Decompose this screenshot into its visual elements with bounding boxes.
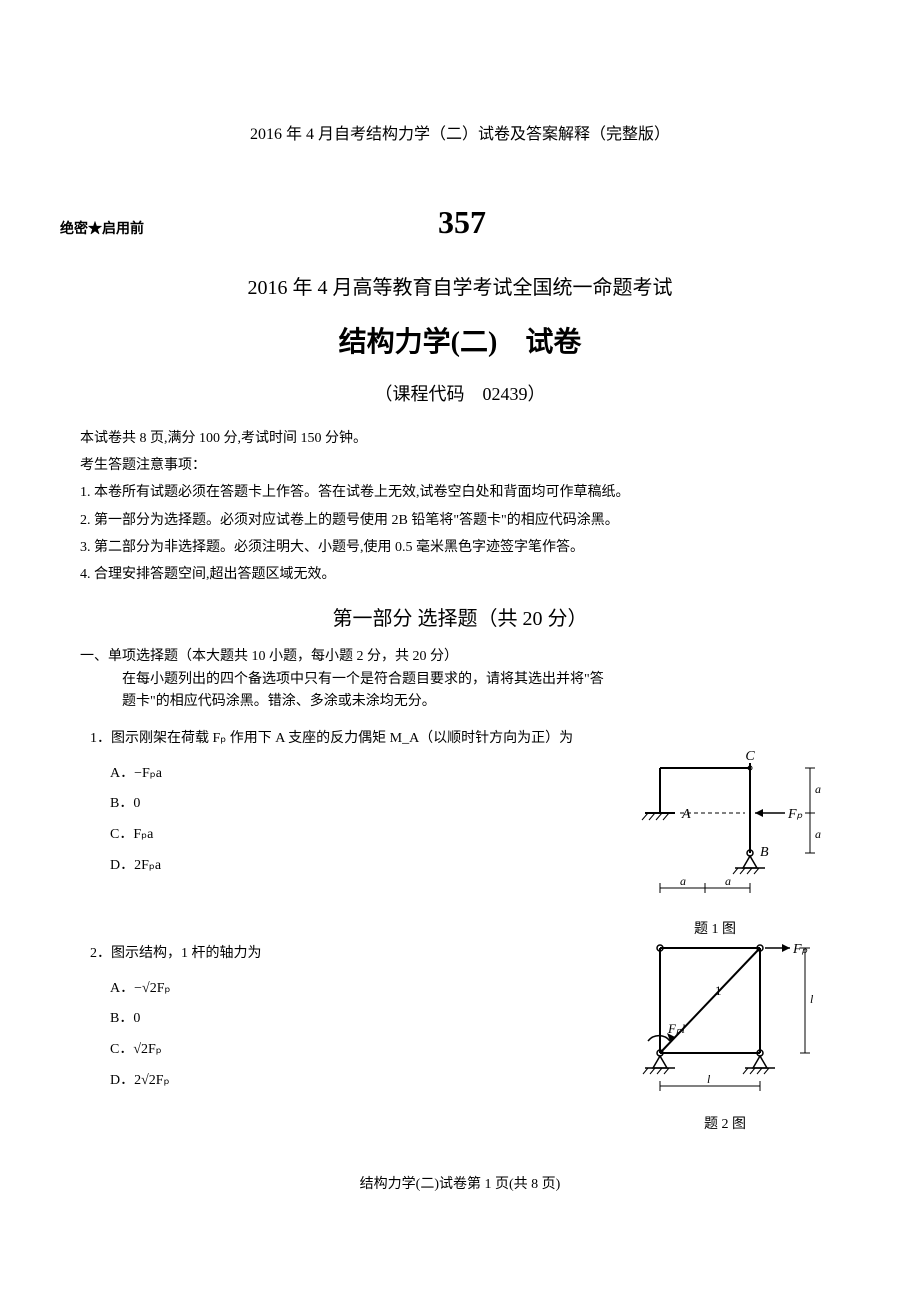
q2-diagram: Fₚ 1 Fₚl bbox=[620, 933, 830, 1103]
q2-dim-l-bottom: l bbox=[707, 1072, 711, 1086]
instr-item2: 2. 第一部分为选择题。必须对应试卷上的题号使用 2B 铅笔将"答题卡"的相应代… bbox=[80, 508, 840, 533]
q2-support-left bbox=[643, 1056, 675, 1074]
q1-figure: C A Fₚ B bbox=[600, 748, 830, 938]
q2-label-Fpl: Fₚl bbox=[667, 1021, 686, 1036]
q1-label-A: A bbox=[681, 807, 691, 822]
q1-support-A bbox=[642, 813, 675, 820]
subject-title: 结构力学(二) 试卷 bbox=[60, 320, 860, 360]
q2-support-right bbox=[743, 1056, 775, 1074]
qh-line3: 题卡"的相应代码涂黑。错涂、多涂或未涂均无分。 bbox=[80, 691, 840, 713]
exam-title: 2016 年 4 月高等教育自学考试全国统一命题考试 bbox=[60, 271, 860, 300]
q1-dim-a3: a bbox=[815, 782, 821, 796]
secret-label: 绝密★启用前 bbox=[60, 218, 144, 238]
code-number: 357 bbox=[144, 204, 780, 241]
q1-dim-a1: a bbox=[680, 874, 686, 888]
q1-dim-a4: a bbox=[815, 827, 821, 841]
document-title: 2016 年 4 月自考结构力学（二）试卷及答案解释（完整版） bbox=[60, 120, 860, 144]
instr-item1: 1. 本卷所有试题必须在答题卡上作答。答在试卷上无效,试卷空白处和背面均可作草稿… bbox=[80, 480, 840, 505]
q1-label-C: C bbox=[745, 749, 755, 764]
q1-label-B: B bbox=[760, 845, 769, 860]
course-code: （课程代码 02439） bbox=[60, 380, 860, 406]
instr-intro: 本试卷共 8 页,满分 100 分,考试时间 150 分钟。 bbox=[80, 426, 840, 451]
question-1: 1．图示刚架在荷载 Fₚ 作用下 A 支座的反力偶矩 M_A（以顺时针方向为正）… bbox=[90, 728, 830, 928]
instr-item4: 4. 合理安排答题空间,超出答题区域无效。 bbox=[80, 562, 840, 587]
q2-dim-l-right: l bbox=[810, 992, 814, 1006]
qh-line2: 在每小题列出的四个备选项中只有一个是符合题目要求的，请将其选出并将"答 bbox=[80, 669, 840, 691]
q1-dim-a2: a bbox=[725, 874, 731, 888]
q1-label-Fp: Fₚ bbox=[787, 807, 803, 822]
q2-caption: 题 2 图 bbox=[620, 1113, 830, 1133]
q2-figure: Fₚ 1 Fₚl bbox=[620, 933, 830, 1133]
q2-label-1: 1 bbox=[715, 983, 722, 998]
section-title: 第一部分 选择题（共 20 分） bbox=[60, 602, 860, 631]
instr-item3: 3. 第二部分为非选择题。必须注明大、小题号,使用 0.5 毫米黑色字迹签字笔作… bbox=[80, 535, 840, 560]
page-footer: 结构力学(二)试卷第 1 页(共 8 页) bbox=[60, 1173, 860, 1193]
question-section-header: 一、单项选择题（本大题共 10 小题，每小题 2 分，共 20 分） 在每小题列… bbox=[80, 646, 840, 713]
secret-line: 绝密★启用前 357 bbox=[60, 204, 860, 241]
question-2: 2．图示结构，1 杆的轴力为 A．−√2Fₚ B．0 C．√2Fₚ D．2√2F… bbox=[90, 943, 830, 1133]
q1-diagram: C A Fₚ B bbox=[600, 748, 830, 908]
instructions-block: 本试卷共 8 页,满分 100 分,考试时间 150 分钟。 考生答题注意事项：… bbox=[80, 426, 840, 587]
qh-line1: 一、单项选择题（本大题共 10 小题，每小题 2 分，共 20 分） bbox=[80, 646, 840, 668]
instr-note-label: 考生答题注意事项： bbox=[80, 453, 840, 478]
